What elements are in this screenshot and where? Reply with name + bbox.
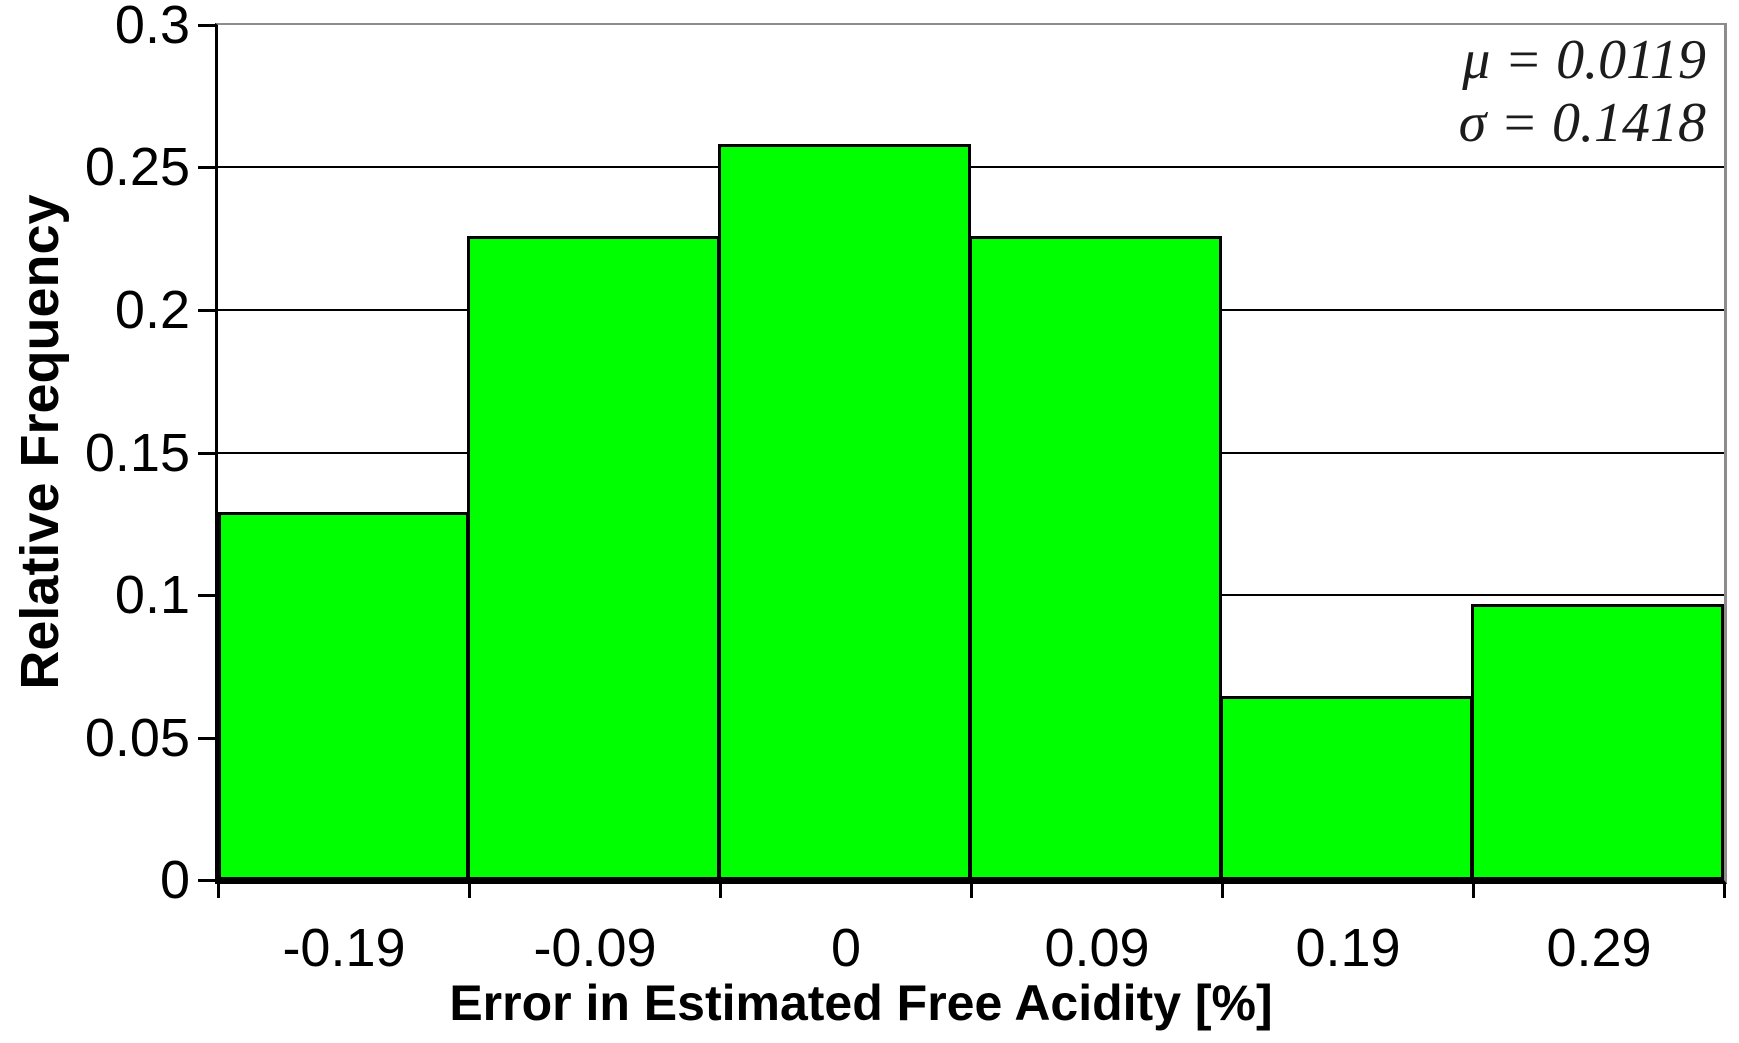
y-tick-label: 0.25 xyxy=(84,137,190,197)
y-tick-label: 0.1 xyxy=(114,565,190,625)
x-tick-mark xyxy=(217,884,220,898)
plot-area: μ = 0.0119 σ = 0.1418 xyxy=(215,23,1727,884)
y-tick-mark xyxy=(198,166,215,169)
histogram-bar-0 xyxy=(718,144,971,880)
y-tick-mark xyxy=(198,594,215,597)
x-tick-mark xyxy=(1472,884,1475,898)
x-tick-mark xyxy=(1221,884,1224,898)
x-axis-title: Error in Estimated Free Acidity [%] xyxy=(449,975,1273,1031)
x-tick-label: 0.29 xyxy=(1546,918,1652,978)
stats-annotation: μ = 0.0119 σ = 0.1418 xyxy=(1459,29,1706,155)
x-tick-label: -0.19 xyxy=(282,918,406,978)
y-tick-label: 0.15 xyxy=(84,423,190,483)
x-tick-label: 0.19 xyxy=(1295,918,1401,978)
y-tick-mark xyxy=(198,309,215,312)
mean-annotation: μ = 0.0119 xyxy=(1462,29,1706,91)
y-tick-label: 0.05 xyxy=(84,708,190,768)
x-tick-label: 0 xyxy=(830,918,862,978)
y-tick-label: 0 xyxy=(159,850,190,910)
x-tick-mark xyxy=(970,884,973,898)
histogram-bar-0.19 xyxy=(1220,696,1473,880)
x-tick-mark xyxy=(1723,884,1726,898)
y-tick-label: 0.3 xyxy=(114,0,190,55)
stddev-annotation: σ = 0.1418 xyxy=(1458,92,1706,154)
x-tick-label: 0.09 xyxy=(1044,918,1150,978)
histogram-bar--0.19 xyxy=(218,512,469,880)
y-tick-mark xyxy=(198,737,215,740)
gridline xyxy=(218,166,1724,168)
x-tick-mark xyxy=(719,884,722,898)
histogram-bar--0.09 xyxy=(467,236,720,880)
histogram-bar-0.09 xyxy=(969,236,1222,880)
y-tick-mark xyxy=(198,24,215,27)
x-tick-label: -0.09 xyxy=(533,918,657,978)
y-tick-mark xyxy=(198,879,215,882)
histogram-bar-0.29 xyxy=(1471,604,1724,880)
x-tick-mark xyxy=(468,884,471,898)
y-tick-mark xyxy=(198,452,215,455)
y-tick-label: 0.2 xyxy=(114,280,190,340)
